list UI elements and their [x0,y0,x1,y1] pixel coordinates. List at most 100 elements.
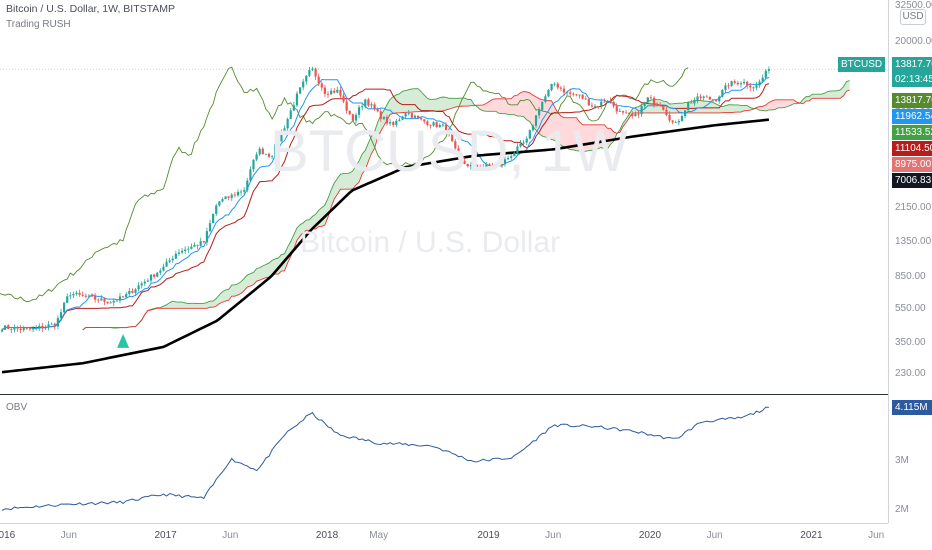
candle[interactable] [758,79,761,88]
candle[interactable] [171,255,174,263]
candle[interactable] [22,325,25,333]
candle[interactable] [544,94,547,104]
candle[interactable] [323,84,327,98]
candle[interactable] [44,325,47,331]
candle[interactable] [131,288,134,294]
candle[interactable] [230,192,233,201]
candle[interactable] [233,192,236,198]
candle[interactable] [115,300,118,302]
candle[interactable] [97,298,100,304]
candle[interactable] [59,308,63,322]
candle[interactable] [612,100,615,109]
currency-button[interactable]: USD [900,9,926,25]
candle[interactable] [84,293,87,299]
candle[interactable] [724,82,727,93]
candle[interactable] [367,97,370,107]
candle[interactable] [416,115,420,119]
candle[interactable] [410,111,413,120]
candle[interactable] [606,100,609,103]
candle[interactable] [550,83,553,92]
candle[interactable] [215,203,218,217]
candle[interactable] [274,143,277,157]
candle[interactable] [16,325,19,332]
candle[interactable] [342,92,345,104]
candle[interactable] [208,219,212,233]
candle[interactable] [460,152,463,162]
candle[interactable] [603,98,606,103]
candle[interactable] [255,152,258,162]
candle[interactable] [317,73,320,86]
candle[interactable] [556,81,559,90]
candle[interactable] [615,103,618,115]
candle[interactable] [41,322,44,332]
candle[interactable] [479,164,482,169]
candle[interactable] [749,82,752,91]
candle[interactable] [659,102,662,107]
candle[interactable] [190,243,193,250]
candle[interactable] [491,162,494,169]
candle[interactable] [134,288,137,296]
indicator-name[interactable]: Trading RUSH [6,19,71,30]
candle[interactable] [357,104,361,119]
candle[interactable] [572,92,575,97]
candle[interactable] [109,301,112,304]
candle[interactable] [482,163,485,171]
candle[interactable] [690,99,693,104]
candle[interactable] [401,115,404,121]
candle[interactable] [187,246,190,253]
candle[interactable] [575,94,578,97]
candle[interactable] [547,88,550,98]
candle[interactable] [631,111,634,119]
candle[interactable] [159,268,162,276]
candle[interactable] [236,189,240,197]
candle[interactable] [541,101,544,112]
candle[interactable] [168,257,171,264]
candle[interactable] [696,93,699,104]
candle[interactable] [562,85,566,97]
candle[interactable] [494,162,497,170]
candle[interactable] [742,78,746,85]
candle[interactable] [118,292,122,304]
candle[interactable] [295,91,299,107]
candle[interactable] [333,88,336,94]
candle[interactable] [510,153,513,161]
candle[interactable] [584,96,587,100]
candle[interactable] [193,242,196,248]
candle[interactable] [10,328,13,334]
candle[interactable] [81,291,84,297]
candle[interactable] [522,139,525,148]
obv-label[interactable]: OBV [6,402,28,413]
candle[interactable] [218,200,221,207]
candle[interactable] [149,274,153,283]
candle[interactable] [153,273,156,279]
candle[interactable] [264,153,268,155]
candle[interactable] [13,324,16,333]
candle[interactable] [423,118,426,124]
candle[interactable] [31,325,35,333]
candle[interactable] [156,271,159,278]
candle[interactable] [370,102,373,109]
candle[interactable] [72,291,75,299]
candle[interactable] [90,293,94,298]
candle[interactable] [488,163,491,166]
candle[interactable] [764,69,767,80]
candle[interactable] [730,80,733,87]
candle[interactable] [432,121,435,127]
candle[interactable] [19,325,22,333]
candle[interactable] [466,163,469,168]
candle[interactable] [277,141,280,148]
candle[interactable] [249,166,252,182]
candle[interactable] [746,80,749,90]
candle[interactable] [597,106,600,110]
candle[interactable] [705,94,708,98]
candle[interactable] [674,120,677,124]
candle[interactable] [426,119,429,127]
candle[interactable] [721,89,724,98]
candle[interactable] [727,82,730,90]
candle[interactable] [640,103,643,118]
candle[interactable] [364,98,367,109]
candle[interactable] [28,326,32,332]
candle[interactable] [665,106,668,117]
candle[interactable] [668,111,671,123]
candle[interactable] [283,125,286,134]
